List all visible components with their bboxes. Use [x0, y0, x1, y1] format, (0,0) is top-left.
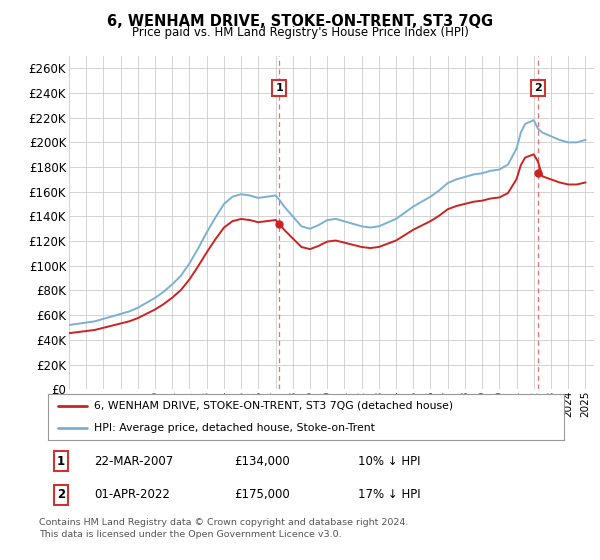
- Text: HPI: Average price, detached house, Stoke-on-Trent: HPI: Average price, detached house, Stok…: [94, 423, 376, 433]
- Text: 6, WENHAM DRIVE, STOKE-ON-TRENT, ST3 7QG: 6, WENHAM DRIVE, STOKE-ON-TRENT, ST3 7QG: [107, 14, 493, 29]
- Text: 22-MAR-2007: 22-MAR-2007: [94, 455, 173, 468]
- Text: 2: 2: [57, 488, 65, 501]
- Text: 6, WENHAM DRIVE, STOKE-ON-TRENT, ST3 7QG (detached house): 6, WENHAM DRIVE, STOKE-ON-TRENT, ST3 7QG…: [94, 400, 454, 410]
- Text: Price paid vs. HM Land Registry's House Price Index (HPI): Price paid vs. HM Land Registry's House …: [131, 26, 469, 39]
- Text: 01-APR-2022: 01-APR-2022: [94, 488, 170, 501]
- Text: 2: 2: [534, 83, 542, 92]
- Text: £175,000: £175,000: [234, 488, 290, 501]
- Text: £134,000: £134,000: [234, 455, 290, 468]
- Text: Contains HM Land Registry data © Crown copyright and database right 2024.
This d: Contains HM Land Registry data © Crown c…: [39, 518, 409, 539]
- Text: 1: 1: [57, 455, 65, 468]
- Text: 1: 1: [275, 83, 283, 92]
- Text: 10% ↓ HPI: 10% ↓ HPI: [358, 455, 420, 468]
- Text: 17% ↓ HPI: 17% ↓ HPI: [358, 488, 420, 501]
